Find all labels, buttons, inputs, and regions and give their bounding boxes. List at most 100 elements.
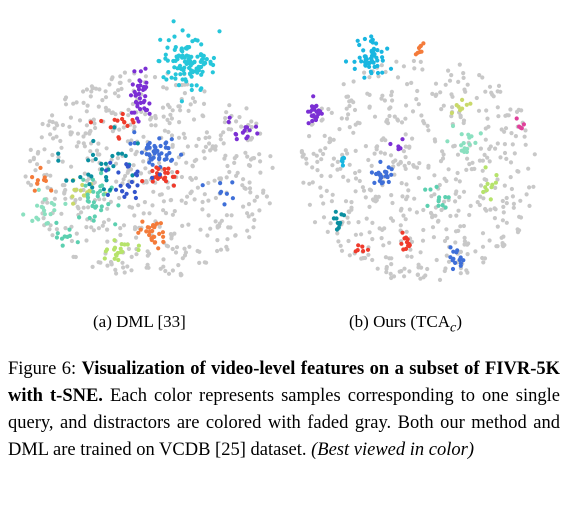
distractor-point	[270, 165, 275, 170]
distractor-point	[415, 88, 420, 94]
distractor-point	[89, 225, 94, 230]
distractor-point	[176, 135, 182, 140]
query-point	[135, 141, 140, 146]
distractor-point	[89, 89, 94, 94]
query-point	[154, 149, 159, 154]
query-point	[399, 241, 404, 246]
distractor-point	[343, 199, 349, 204]
distractor-point	[508, 160, 514, 165]
distractor-point	[503, 126, 509, 131]
distractor-point	[441, 152, 446, 157]
query-point	[87, 215, 92, 221]
query-point	[352, 59, 357, 64]
distractor-point	[407, 144, 412, 149]
distractor-point	[439, 107, 444, 112]
query-point	[370, 37, 375, 42]
query-point	[404, 240, 410, 245]
distractor-point	[125, 170, 130, 175]
distractor-point	[226, 127, 231, 132]
distractor-point	[464, 268, 469, 273]
distractor-point	[495, 141, 500, 146]
query-point	[150, 175, 155, 180]
query-point	[380, 70, 385, 75]
query-point	[413, 52, 418, 57]
distractor-point	[388, 216, 394, 221]
distractor-point	[416, 262, 421, 267]
distractor-point	[498, 89, 503, 94]
distractor-point	[186, 108, 191, 113]
distractor-point	[341, 82, 346, 87]
distractor-point	[405, 194, 410, 199]
query-point	[134, 100, 139, 105]
query-point	[450, 266, 456, 272]
distractor-point	[50, 152, 55, 158]
query-point	[35, 203, 40, 208]
query-point	[90, 177, 95, 182]
query-point	[450, 123, 456, 129]
query-point	[42, 212, 48, 217]
distractor-point	[357, 178, 362, 184]
distractor-point	[134, 235, 139, 240]
distractor-point	[203, 144, 208, 149]
distractor-point	[347, 253, 352, 258]
distractor-point	[461, 75, 466, 80]
query-point	[468, 101, 473, 106]
distractor-point	[456, 79, 461, 84]
query-point	[104, 168, 109, 173]
distractor-point	[426, 163, 431, 168]
distractor-point	[164, 86, 169, 91]
distractor-point	[268, 154, 273, 159]
distractor-point	[344, 116, 350, 121]
distractor-point	[159, 192, 164, 197]
query-point	[142, 106, 147, 111]
query-point	[94, 204, 99, 209]
query-point	[162, 167, 167, 172]
caption-italic-note: (Best viewed in color)	[311, 440, 474, 460]
distractor-point	[403, 217, 408, 222]
query-point	[99, 208, 104, 213]
distractor-point	[174, 245, 180, 250]
distractor-point	[446, 68, 451, 73]
query-point	[143, 94, 148, 99]
distractor-point	[319, 118, 324, 123]
distractor-point	[442, 199, 447, 204]
distractor-point	[223, 153, 228, 158]
distractor-point	[367, 104, 372, 109]
distractor-point	[192, 99, 197, 104]
query-point	[461, 141, 466, 146]
distractor-point	[103, 89, 108, 94]
distractor-point	[361, 188, 367, 193]
query-point	[222, 202, 227, 207]
query-point	[366, 60, 371, 66]
distractor-point	[403, 132, 408, 137]
distractor-point	[144, 179, 149, 184]
distractor-point	[331, 137, 336, 142]
distractor-point	[301, 180, 306, 185]
distractor-point	[120, 260, 125, 265]
distractor-point	[92, 121, 97, 126]
query-point	[189, 83, 194, 88]
distractor-point	[379, 236, 384, 241]
distractor-point	[234, 154, 239, 159]
query-point	[122, 242, 127, 247]
query-point	[375, 48, 380, 53]
distractor-point	[482, 152, 487, 157]
query-point	[386, 179, 391, 185]
distractor-point	[177, 104, 182, 109]
query-point	[188, 72, 193, 77]
query-point	[369, 34, 374, 39]
distractor-point	[28, 147, 33, 152]
query-point	[460, 106, 465, 111]
query-point	[363, 63, 368, 68]
query-point	[331, 216, 336, 221]
distractor-point	[119, 86, 124, 91]
distractor-point	[212, 178, 217, 183]
distractor-point	[121, 265, 126, 270]
query-point	[136, 243, 141, 248]
distractor-point	[370, 237, 375, 242]
distractor-point	[74, 231, 79, 236]
query-point	[138, 79, 143, 84]
distractor-point	[478, 183, 484, 188]
distractor-point	[392, 114, 397, 119]
distractor-point	[433, 213, 438, 218]
